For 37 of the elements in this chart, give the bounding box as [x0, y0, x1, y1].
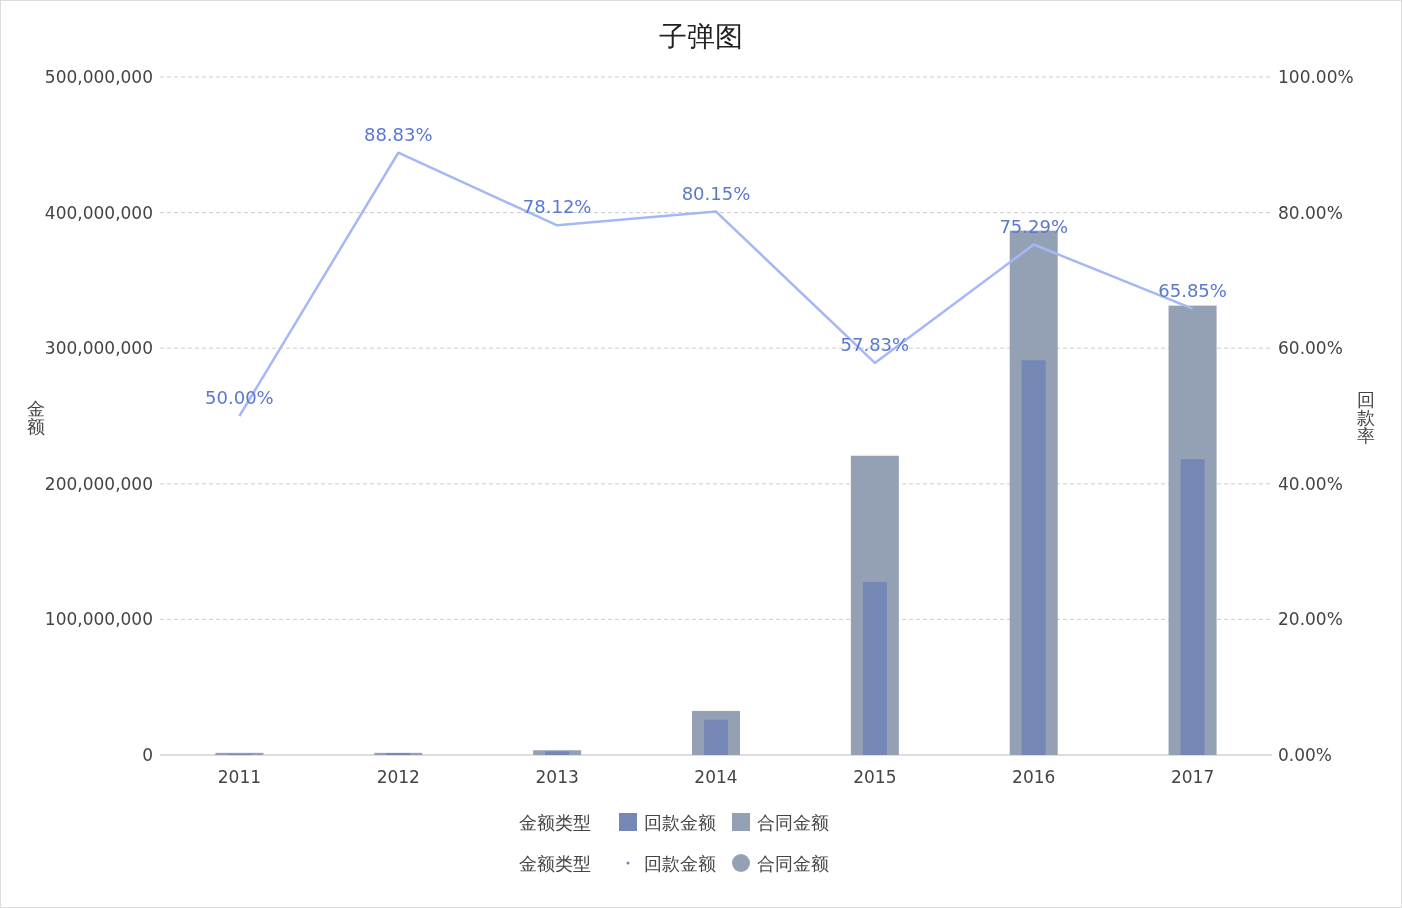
chart-title: 子弹图 — [659, 20, 743, 53]
bar — [1180, 459, 1205, 755]
y2-tick-label: 0.00% — [1278, 745, 1333, 765]
data-label: 80.15% — [681, 182, 751, 204]
y2-tick-label: 80.00% — [1278, 202, 1343, 223]
x-tick-label: 2017 — [1170, 767, 1215, 787]
legend-label: 回款金额 — [644, 812, 716, 833]
data-label: 65.85% — [1158, 279, 1227, 301]
y-tick-label: 100,000,000 — [44, 609, 153, 630]
y2-tick-label: 60.00% — [1278, 338, 1343, 359]
x-tick-label: 2012 — [376, 767, 420, 787]
data-label: 75.29% — [999, 215, 1069, 237]
y2-tick-label: 100.00% — [1278, 67, 1354, 87]
x-tick-label: 2014 — [694, 767, 738, 787]
bar — [545, 751, 570, 755]
y-tick-label: 0 — [142, 745, 153, 765]
data-label: 57.83% — [840, 333, 910, 355]
legend-title: 金额类型 — [519, 812, 591, 833]
x-tick-label: 2016 — [1012, 767, 1056, 787]
x-tick-label: 2013 — [535, 767, 579, 787]
x-tick-label: 2011 — [217, 767, 262, 787]
data-label: 78.12% — [522, 196, 592, 218]
y-tick-label: 200,000,000 — [44, 473, 153, 494]
y-tick-label: 300,000,000 — [44, 338, 153, 359]
y-tick-label: 400,000,000 — [44, 202, 153, 223]
bar — [704, 719, 728, 755]
legend-label: 合同金额 — [757, 812, 829, 833]
x-tick-label: 2015 — [853, 767, 897, 787]
bar — [862, 581, 887, 755]
y2-tick-label: 40.00% — [1278, 473, 1343, 494]
data-label: 88.83% — [363, 123, 433, 145]
bar — [1021, 360, 1046, 755]
y2-axis-title: 回款率 — [1357, 389, 1375, 446]
y2-tick-label: 20.00% — [1278, 609, 1343, 630]
data-label: 50.00% — [205, 387, 274, 408]
y-tick-label: 500,000,000 — [44, 67, 153, 87]
y-axis-title: 金额 — [27, 398, 45, 437]
